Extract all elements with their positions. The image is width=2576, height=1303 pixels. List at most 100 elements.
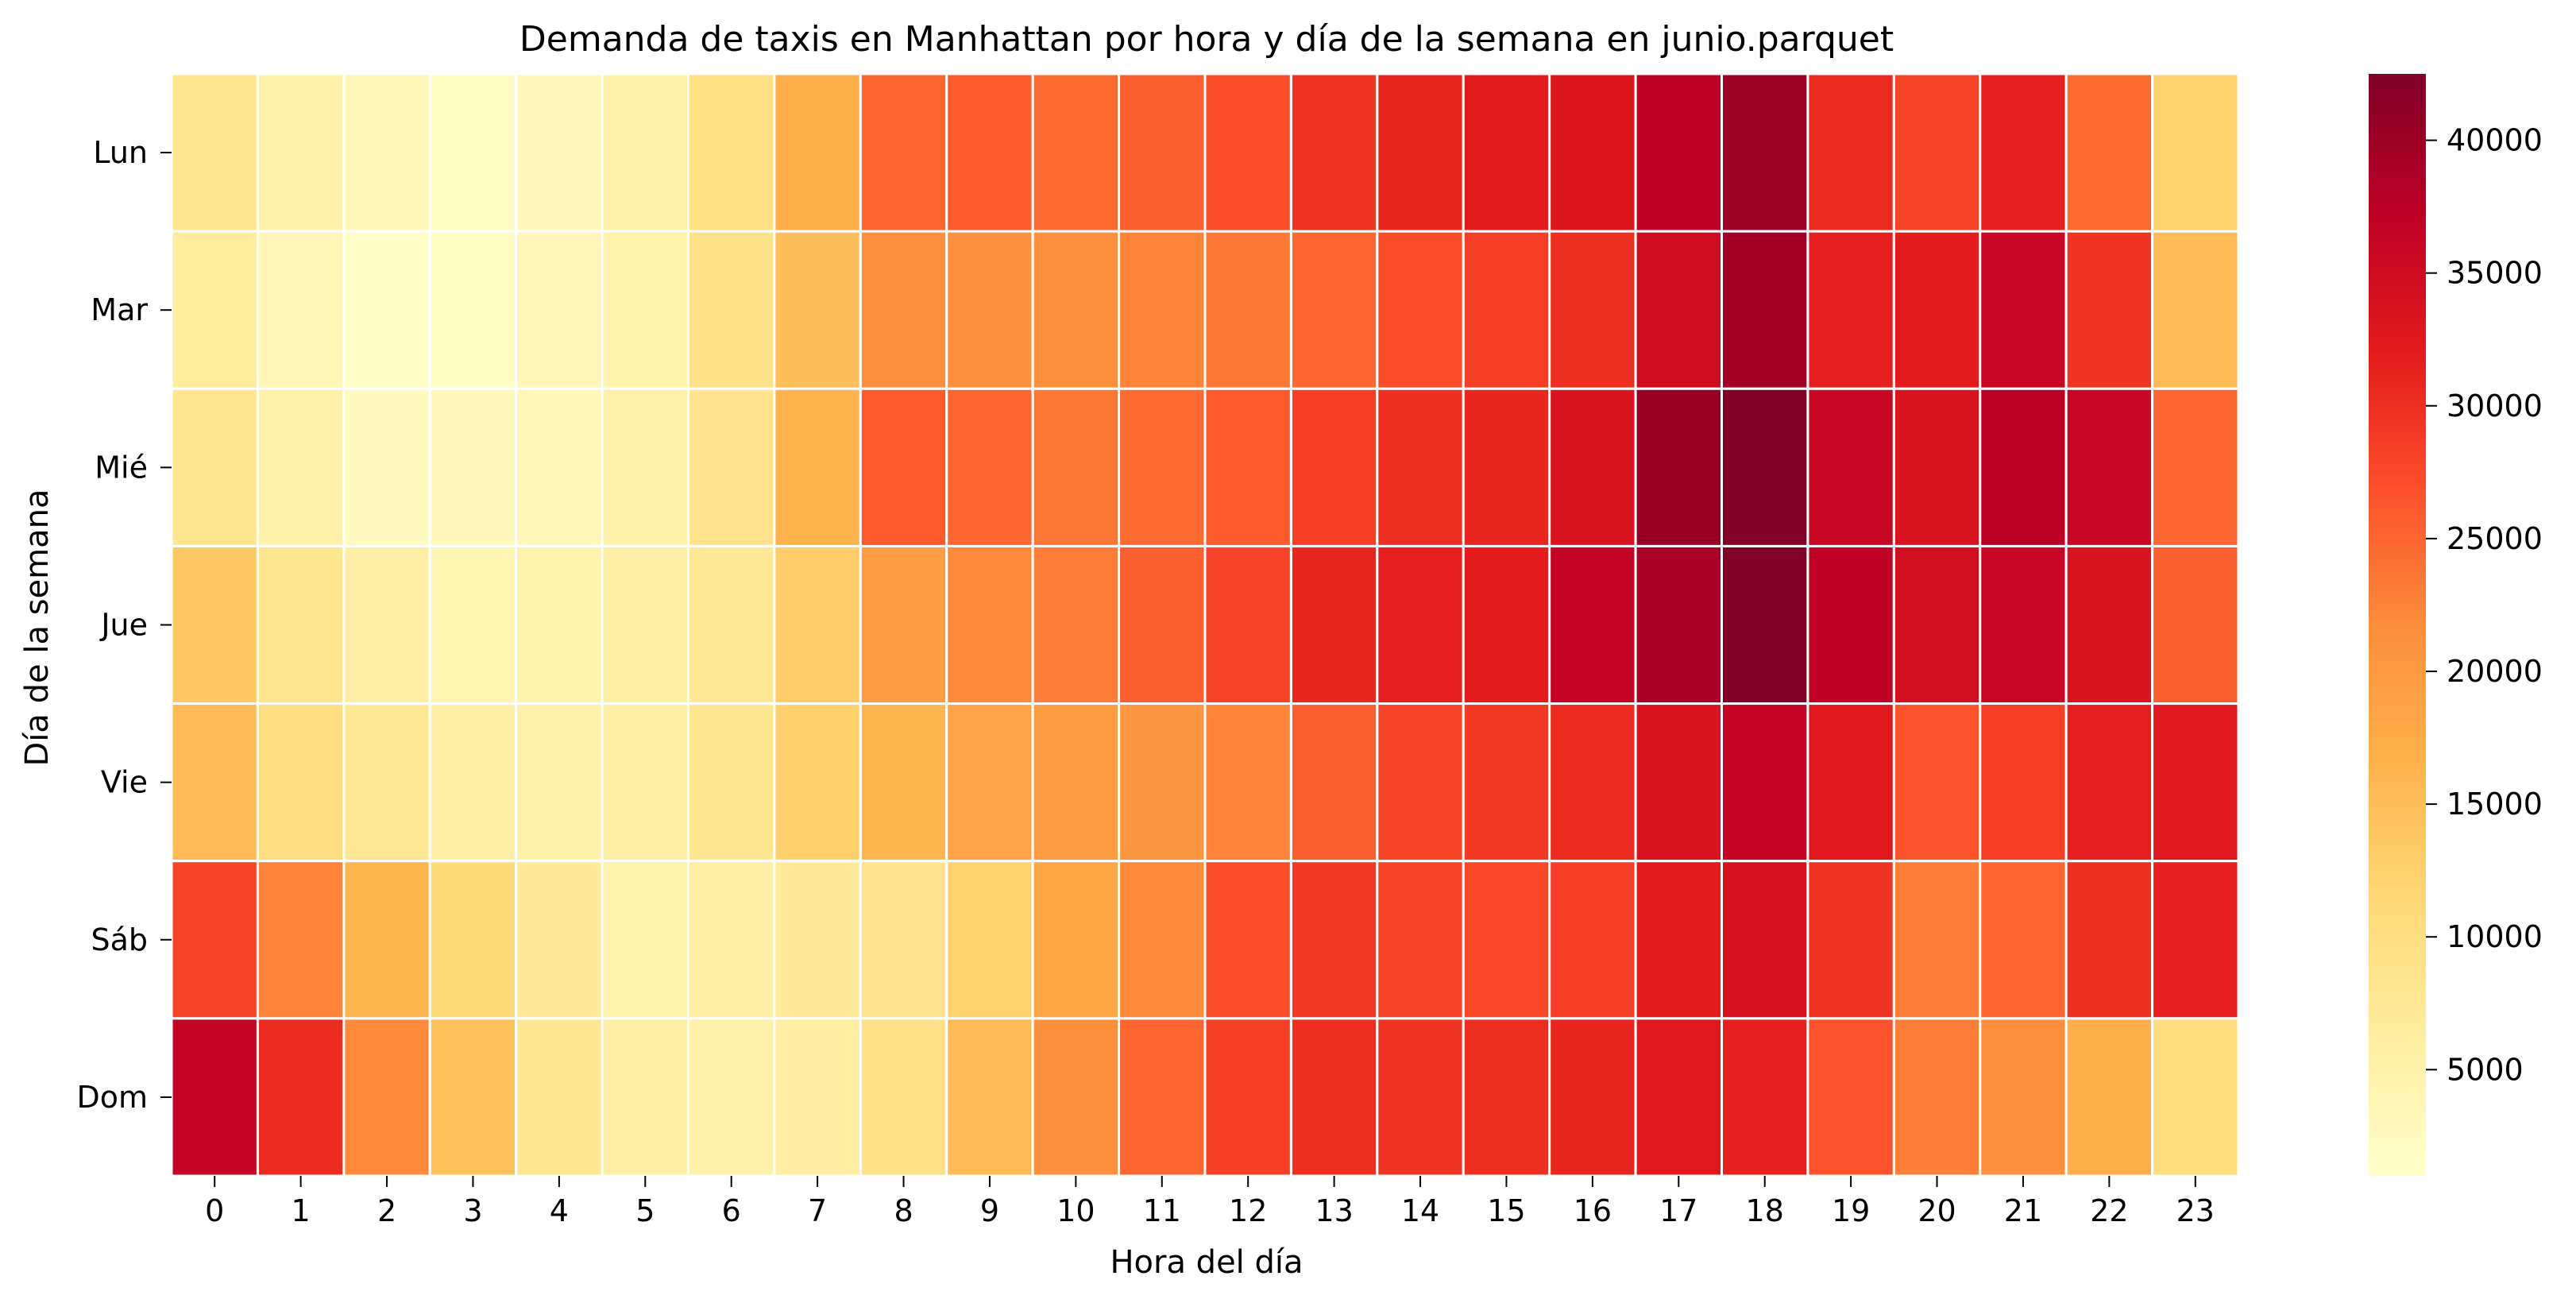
heatmap-cell-Mar-1	[256, 230, 346, 390]
heatmap-cell-Sáb-12	[1203, 860, 1292, 1020]
heatmap-cell-Vie-19	[1806, 702, 1895, 863]
heatmap-cell-Dom-1	[256, 1017, 346, 1177]
colorbar-tick-label: 40000	[2447, 123, 2543, 158]
heatmap-cell-Vie-12	[1203, 702, 1292, 863]
heatmap-cell-Lun-0	[170, 72, 259, 233]
heatmap-cell-Sáb-17	[1634, 860, 1723, 1020]
heatmap-cell-Lun-1	[256, 72, 346, 233]
heatmap-cell-Mié-4	[515, 387, 604, 547]
heatmap-cell-Jue-0	[170, 544, 259, 706]
heatmap-cell-Mié-1	[256, 387, 346, 547]
x-tick-label: 10	[1056, 1193, 1095, 1228]
x-axis-label: Hora del día	[1110, 1244, 1303, 1281]
heatmap-cell-Lun-9	[945, 72, 1034, 233]
x-tick-label: 12	[1229, 1193, 1267, 1228]
heatmap-cell-Dom-15	[1462, 1017, 1551, 1177]
heatmap-cell-Sáb-9	[945, 860, 1034, 1020]
heatmap-cell-Vie-21	[1979, 702, 2068, 863]
heatmap-cell-Mié-16	[1548, 387, 1637, 547]
heatmap-cell-Mar-4	[515, 230, 604, 390]
heatmap-cell-Lun-17	[1634, 72, 1723, 233]
heatmap-cell-Sáb-7	[773, 860, 862, 1020]
heatmap-cell-Sáb-11	[1118, 860, 1207, 1020]
x-tick-label: 22	[2090, 1193, 2128, 1228]
heatmap-cell-Mié-9	[945, 387, 1034, 547]
heatmap-cell-Mar-3	[428, 230, 518, 390]
heatmap-cell-Vie-14	[1376, 702, 1465, 863]
heatmap-cell-Lun-18	[1721, 72, 1809, 233]
x-tick-label: 7	[808, 1193, 827, 1228]
heatmap-cell-Sáb-2	[342, 860, 431, 1020]
heatmap-cell-Vie-23	[2151, 702, 2240, 863]
heatmap-cell-Dom-6	[687, 1017, 776, 1177]
y-tick-label: Dom	[76, 1080, 148, 1115]
x-tick-label: 18	[1746, 1193, 1784, 1228]
colorbar	[2369, 74, 2426, 1176]
heatmap-cell-Mar-8	[859, 230, 948, 390]
heatmap-cell-Jue-11	[1118, 544, 1207, 706]
x-tick-label: 9	[980, 1193, 999, 1228]
heatmap-cell-Jue-18	[1721, 544, 1809, 706]
x-tick-label: 19	[1832, 1193, 1870, 1228]
heatmap-cell-Mié-22	[2064, 387, 2154, 547]
heatmap-cell-Vie-1	[256, 702, 346, 863]
heatmap-cell-Dom-7	[773, 1017, 862, 1177]
x-tick-label: 3	[463, 1193, 482, 1228]
x-tick-label: 4	[550, 1193, 569, 1228]
heatmap-cell-Mié-6	[687, 387, 776, 547]
heatmap-cell-Lun-2	[342, 72, 431, 233]
heatmap-cell-Sáb-21	[1979, 860, 2068, 1020]
y-tick-label: Sáb	[91, 922, 148, 957]
heatmap-cell-Jue-16	[1548, 544, 1637, 706]
y-tick-label: Mié	[95, 450, 148, 485]
heatmap-cell-Vie-6	[687, 702, 776, 863]
heatmap-cell-Vie-16	[1548, 702, 1637, 863]
heatmap-cell-Sáb-15	[1462, 860, 1551, 1020]
heatmap-cell-Sáb-18	[1721, 860, 1809, 1020]
heatmap-cell-Jue-7	[773, 544, 862, 706]
heatmap-cell-Mar-9	[945, 230, 1034, 390]
y-axis-ticks: Lun Mar Mié Jue Vie Sáb Dom	[76, 135, 172, 1115]
heatmap-cell-Mar-6	[687, 230, 776, 390]
x-tick-label: 11	[1143, 1193, 1181, 1228]
heatmap-cell-Dom-21	[1979, 1017, 2068, 1177]
heatmap-cell-Mié-11	[1118, 387, 1207, 547]
heatmap-cell-Lun-7	[773, 72, 862, 233]
heatmap-cell-Mié-5	[601, 387, 689, 547]
heatmap-cell-Mié-0	[170, 387, 259, 547]
heatmap-cell-Lun-20	[1892, 72, 1982, 233]
heatmap-cell-Mar-12	[1203, 230, 1292, 390]
heatmap-cell-Mar-13	[1289, 230, 1379, 390]
heatmap-cell-Vie-15	[1462, 702, 1551, 863]
heatmap-cells	[170, 72, 2240, 1177]
heatmap-cell-Vie-2	[342, 702, 431, 863]
heatmap-cell-Dom-20	[1892, 1017, 1982, 1177]
x-tick-label: 6	[722, 1193, 741, 1228]
heatmap-cell-Dom-5	[601, 1017, 689, 1177]
colorbar-tick-label: 15000	[2447, 787, 2543, 822]
heatmap-cell-Dom-13	[1289, 1017, 1379, 1177]
heatmap-cell-Dom-3	[428, 1017, 518, 1177]
heatmap-cell-Lun-13	[1289, 72, 1379, 233]
heatmap-cell-Lun-6	[687, 72, 776, 233]
colorbar-ticks: 5000 10000 15000 20000 25000 30000 35000 40000	[2426, 123, 2543, 1087]
heatmap-cell-Lun-5	[601, 72, 689, 233]
colorbar-tick-label: 35000	[2447, 256, 2543, 291]
x-tick-label: 16	[1574, 1193, 1612, 1228]
heatmap-cell-Vie-18	[1721, 702, 1809, 863]
x-tick-label: 15	[1487, 1193, 1525, 1228]
heatmap-cell-Lun-23	[2151, 72, 2240, 233]
x-tick-label: 14	[1401, 1193, 1439, 1228]
x-tick-label: 23	[2176, 1193, 2215, 1228]
heatmap-cell-Mié-23	[2151, 387, 2240, 547]
heatmap-cell-Jue-4	[515, 544, 604, 706]
heatmap-cell-Sáb-1	[256, 860, 346, 1020]
heatmap-cell-Jue-19	[1806, 544, 1895, 706]
x-tick-label: 21	[2004, 1193, 2042, 1228]
heatmap-cell-Jue-3	[428, 544, 518, 706]
heatmap-cell-Mié-20	[1892, 387, 1982, 547]
x-tick-label: 20	[1918, 1193, 1956, 1228]
heatmap-cell-Lun-4	[515, 72, 604, 233]
heatmap-cell-Jue-8	[859, 544, 948, 706]
heatmap-cell-Lun-12	[1203, 72, 1292, 233]
